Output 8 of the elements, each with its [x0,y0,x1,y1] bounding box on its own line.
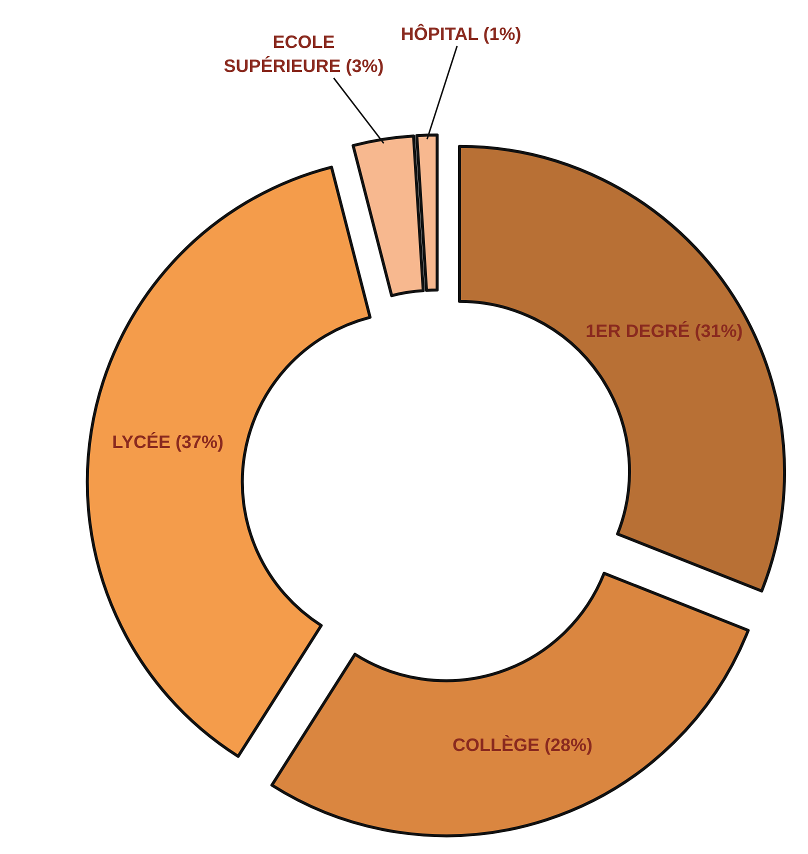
data-label: (31%) [694,321,743,342]
slice-label: 1ER DEGRÉ [586,321,690,342]
slice-label: LYCÉE [112,432,171,452]
data-label: (28%) [544,734,593,755]
data-label: (37%) [176,432,224,452]
slice-label: HÔPITAL (1%) [400,23,522,44]
slice-label: COLLÈGE [452,734,540,755]
slice-label: ECOLE SUPÉRIEURE (3%) [224,32,384,76]
